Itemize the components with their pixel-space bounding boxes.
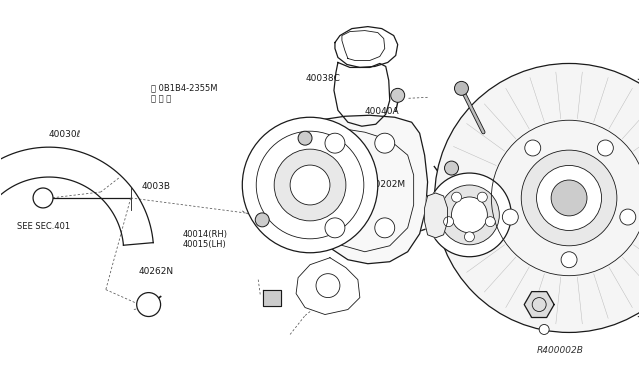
Circle shape [298,131,312,145]
Polygon shape [334,62,390,126]
Text: 4003B: 4003B [141,182,170,190]
Text: 40262A: 40262A [518,275,552,284]
Circle shape [502,209,518,225]
Polygon shape [424,193,447,238]
Circle shape [539,324,549,334]
Text: 40030ℓ: 40030ℓ [49,129,81,139]
Circle shape [620,209,636,225]
Text: SEE SEC.401: SEE SEC.401 [17,222,70,231]
Circle shape [465,232,474,242]
Text: 40202M: 40202M [370,180,406,189]
Circle shape [597,140,613,156]
Polygon shape [263,290,281,305]
Polygon shape [335,26,397,67]
Circle shape [33,188,53,208]
Circle shape [451,197,488,233]
Circle shape [521,150,617,246]
Circle shape [435,64,640,333]
Circle shape [290,165,330,205]
Circle shape [440,185,499,245]
Circle shape [444,217,454,227]
Circle shape [452,192,461,202]
Text: 40207: 40207 [505,165,533,174]
Circle shape [391,89,404,102]
Text: 40040A: 40040A [365,108,399,116]
Circle shape [375,218,395,238]
Circle shape [137,293,161,317]
Text: Ⓑ 0B1B4-2355M
〈 Ⓑ 〉: Ⓑ 0B1B4-2355M 〈 Ⓑ 〉 [151,84,218,103]
Circle shape [477,192,487,202]
Circle shape [243,117,378,253]
Circle shape [274,149,346,221]
Text: 40014(RH)
40015(LH): 40014(RH) 40015(LH) [183,230,228,250]
Circle shape [561,252,577,268]
Polygon shape [296,258,360,314]
Circle shape [485,217,495,227]
Circle shape [316,274,340,298]
Circle shape [375,133,395,153]
Circle shape [536,166,602,231]
Circle shape [428,173,511,257]
Circle shape [551,180,587,216]
Text: 40262: 40262 [491,243,519,251]
Circle shape [454,81,468,95]
Circle shape [445,161,458,175]
Text: 40038C: 40038C [306,74,341,83]
Circle shape [525,140,541,156]
Polygon shape [0,147,153,270]
Circle shape [255,213,269,227]
Circle shape [325,218,345,238]
Text: 40262N: 40262N [138,267,173,276]
Circle shape [325,133,345,153]
Polygon shape [524,292,554,317]
Polygon shape [308,115,428,264]
Text: 40222: 40222 [336,142,364,151]
Text: R400002B: R400002B [537,346,584,355]
